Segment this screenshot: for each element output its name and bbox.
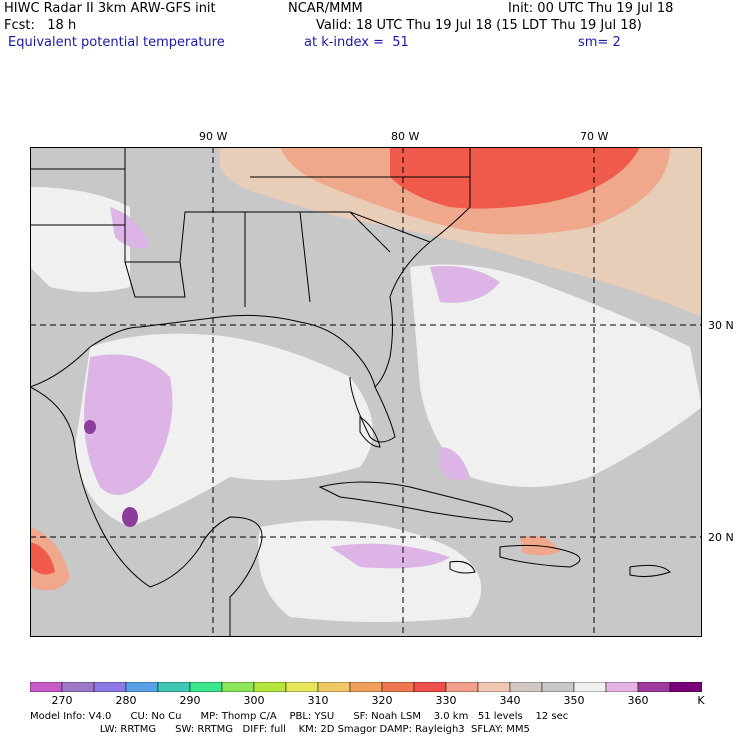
colorbar-swatch [189,682,223,692]
colorbar-swatch [541,682,575,692]
map-panel [30,147,702,637]
model-info-line1: Model Info: V4.0 CU: No Cu MP: Thomp C/A… [30,711,569,722]
valid-time: Valid: 18 UTC Thu 19 Jul 18 (15 LDT Thu … [316,18,642,33]
colorbar-swatch [317,682,351,692]
colorbar-swatch [477,682,511,692]
colorbar-swatch [605,682,639,692]
colorbar-swatch [573,682,607,692]
colorbar-tick-label: 300 [243,694,265,707]
coastlines [30,147,671,637]
colorbar-swatch [285,682,319,692]
colorbar-swatch [253,682,287,692]
colorbar-swatch [669,682,702,692]
colorbar-swatch [637,682,671,692]
lon-label-70w: 70 W [580,130,609,143]
colorbar-swatch [509,682,543,692]
colorbar-tick-label: 280 [115,694,137,707]
colorbar-swatch [93,682,127,692]
field-name: Equivalent potential temperature [8,35,225,50]
theta-e-field [30,147,702,622]
colorbar-swatch [221,682,255,692]
colorbar-unit: K [697,694,705,707]
lat-lon-grid [30,147,702,637]
colorbar-swatch [61,682,95,692]
colorbar [30,682,702,692]
colorbar-swatch [349,682,383,692]
lat-label-20n: 20 N [708,531,734,544]
colorbar-swatch [30,682,63,692]
colorbar-swatch [445,682,479,692]
lon-label-80w: 80 W [391,130,420,143]
lat-label-30n: 30 N [708,319,734,332]
lon-label-90w: 90 W [199,130,228,143]
colorbar-tick-label: 310 [307,694,329,707]
org-label: NCAR/MMM [288,1,363,16]
model-info-line2: LW: RRTMG SW: RRTMG DIFF: full KM: 2D Sm… [30,724,530,735]
smoothing-label: sm= 2 [578,35,621,50]
map-border [30,147,702,637]
colorbar-tick-label: 320 [371,694,393,707]
forecast-hour: Fcst: 18 h [4,18,77,33]
model-title: HIWC Radar II 3km ARW-GFS init [4,1,216,16]
colorbar-tick-label: 270 [51,694,73,707]
colorbar-tick-label: 290 [179,694,201,707]
colorbar-swatch [157,682,191,692]
init-time: Init: 00 UTC Thu 19 Jul 18 [508,1,674,16]
colorbar-swatch [125,682,159,692]
colorbar-tick-label: 350 [563,694,585,707]
colorbar-swatch [413,682,447,692]
colorbar-tick-label: 360 [627,694,649,707]
level-label: at k-index = 51 [304,35,409,50]
colorbar-tick-label: 340 [499,694,521,707]
colorbar-swatch [381,682,415,692]
colorbar-tick-label: 330 [435,694,457,707]
